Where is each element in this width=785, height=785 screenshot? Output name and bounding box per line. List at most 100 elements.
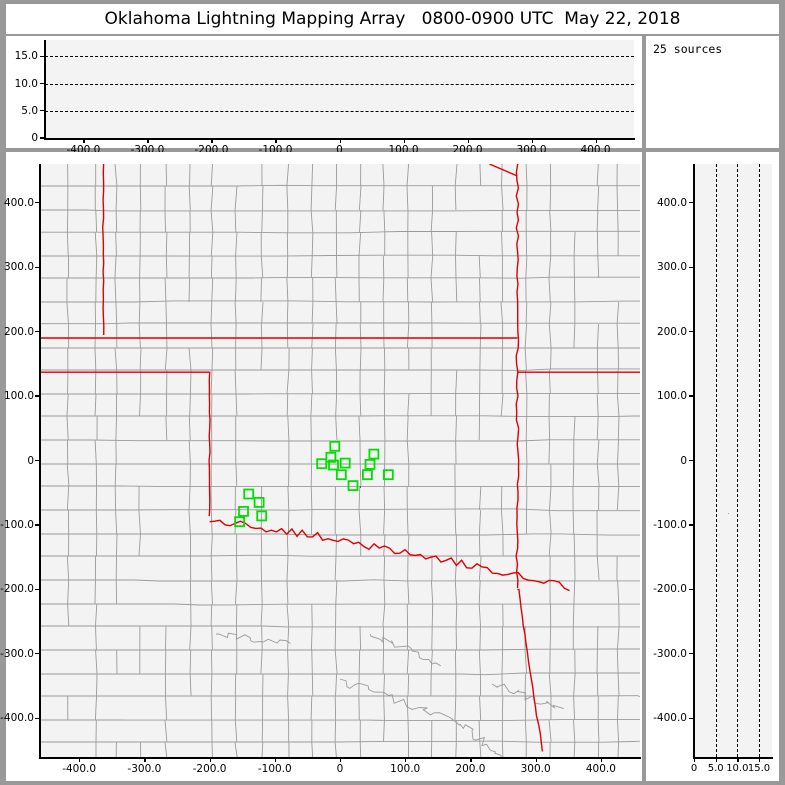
county-line-v xyxy=(335,673,338,697)
county-line-v xyxy=(383,533,386,557)
county-line-v xyxy=(572,485,575,535)
county-line-v xyxy=(138,277,141,349)
county-line-v xyxy=(616,439,620,511)
y-tick xyxy=(689,653,694,655)
county-line-v xyxy=(573,719,576,757)
county-line-v xyxy=(596,393,599,441)
county-line-v xyxy=(210,579,213,605)
lightning-source-marker[interactable] xyxy=(361,469,373,481)
county-line-river xyxy=(369,633,442,667)
y-tick-label: 100.0 xyxy=(3,390,34,403)
county-line-v xyxy=(261,741,264,757)
county-line-v xyxy=(139,347,142,371)
county-line-v xyxy=(430,579,434,651)
county-line-v xyxy=(500,301,504,348)
lightning-source-marker[interactable] xyxy=(382,469,394,481)
lightning-source-marker[interactable] xyxy=(234,516,246,528)
x-tick xyxy=(403,138,405,143)
plan-view-map-panel[interactable]: -400.0 -300.0 -200.0 -100.0 0 100.0 200.0 300.0… xyxy=(0,152,642,781)
county-line-v xyxy=(525,369,528,441)
y-tick-label: 5.0 xyxy=(21,104,38,117)
lightning-source-marker[interactable] xyxy=(329,440,341,452)
y-tick xyxy=(40,55,45,57)
county-line-v xyxy=(286,164,290,232)
lightning-source-marker[interactable] xyxy=(347,480,359,492)
x-tick xyxy=(340,757,342,762)
profile-plot-area[interactable] xyxy=(694,164,772,757)
county-line-v xyxy=(383,347,386,395)
county-line-v xyxy=(334,555,337,581)
time-height-plot-area[interactable] xyxy=(45,40,634,138)
county-line-v xyxy=(94,393,97,417)
county-line-h xyxy=(40,415,640,418)
county-line-v xyxy=(165,625,167,651)
county-line-v xyxy=(479,485,482,511)
county-line-v xyxy=(525,255,528,279)
county-line-v xyxy=(406,485,409,535)
county-line-v xyxy=(501,509,504,557)
x-tick-label: -300.0 xyxy=(127,763,162,775)
lightning-source-marker[interactable] xyxy=(335,469,347,481)
county-line-river xyxy=(459,723,502,757)
county-line-v xyxy=(311,323,314,349)
county-line-v xyxy=(573,302,576,349)
lightning-source-marker[interactable] xyxy=(339,457,351,469)
county-line-h xyxy=(40,625,640,628)
county-line-v xyxy=(95,603,98,651)
county-line-v xyxy=(66,555,70,627)
x-tick-label: 0 xyxy=(336,763,344,775)
county-line-v xyxy=(597,185,600,211)
county-line-v xyxy=(139,164,142,211)
map-plot-area[interactable] xyxy=(40,164,640,757)
county-line-h xyxy=(40,485,640,488)
county-line-v xyxy=(455,231,458,303)
map-geography xyxy=(40,164,640,757)
lightning-source-marker[interactable] xyxy=(316,458,328,470)
state-border-texas-panhandle-east xyxy=(208,371,211,517)
county-line-v xyxy=(478,255,481,279)
county-line-v xyxy=(596,439,600,487)
county-line-v xyxy=(617,695,620,757)
county-line-v xyxy=(430,649,433,697)
lightning-source-marker[interactable] xyxy=(328,459,339,471)
x-tick xyxy=(595,138,597,143)
county-line-river xyxy=(215,632,291,644)
lightning-source-marker[interactable] xyxy=(243,488,255,500)
gridline-x xyxy=(715,164,717,757)
lightning-source-marker[interactable] xyxy=(368,448,380,460)
gridline-y xyxy=(45,83,634,85)
y-tick-label: 200.0 xyxy=(656,325,687,338)
lightning-source-marker[interactable] xyxy=(256,510,268,522)
x-tick-label: 10.0 xyxy=(726,763,749,774)
county-line-v xyxy=(260,277,262,303)
county-line-v xyxy=(406,164,410,211)
x-tick xyxy=(600,757,603,762)
county-line-v xyxy=(430,231,434,303)
county-line-v xyxy=(165,415,168,441)
county-line-v xyxy=(234,555,238,605)
county-line-v xyxy=(286,603,290,675)
x-tick-label: -100.0 xyxy=(257,763,292,775)
x-tick-label: 0 xyxy=(336,144,343,156)
state-border-colorado-kansas xyxy=(101,164,105,336)
lightning-source-marker[interactable] xyxy=(325,451,337,463)
east-west-profile-panel[interactable]: 0 5.0 10.0 15.0 -400.0 -300.0 -200.0 -100.0 0 10… xyxy=(646,152,779,781)
county-line-h xyxy=(40,695,640,698)
county-line-v xyxy=(261,673,264,743)
y-tick xyxy=(689,459,694,462)
county-line-h xyxy=(40,368,640,371)
county-line-v xyxy=(501,185,504,211)
lightning-source-marker[interactable] xyxy=(253,496,265,508)
lightning-source-markers[interactable] xyxy=(234,440,394,528)
x-tick-label: 0 xyxy=(690,763,698,774)
county-line-v xyxy=(525,485,528,535)
time-height-panel[interactable]: -400.0 -300.0 -200.0 -100.0 0 100.0 200.0 300.0… xyxy=(6,36,642,156)
lightning-source-marker[interactable] xyxy=(238,505,249,517)
lightning-source-marker[interactable] xyxy=(364,458,376,470)
county-line-v xyxy=(572,415,576,487)
x-tick xyxy=(405,757,407,762)
source-count-panel: 25 sources xyxy=(646,36,779,148)
county-line-v xyxy=(164,347,168,371)
county-line-v xyxy=(310,393,313,464)
